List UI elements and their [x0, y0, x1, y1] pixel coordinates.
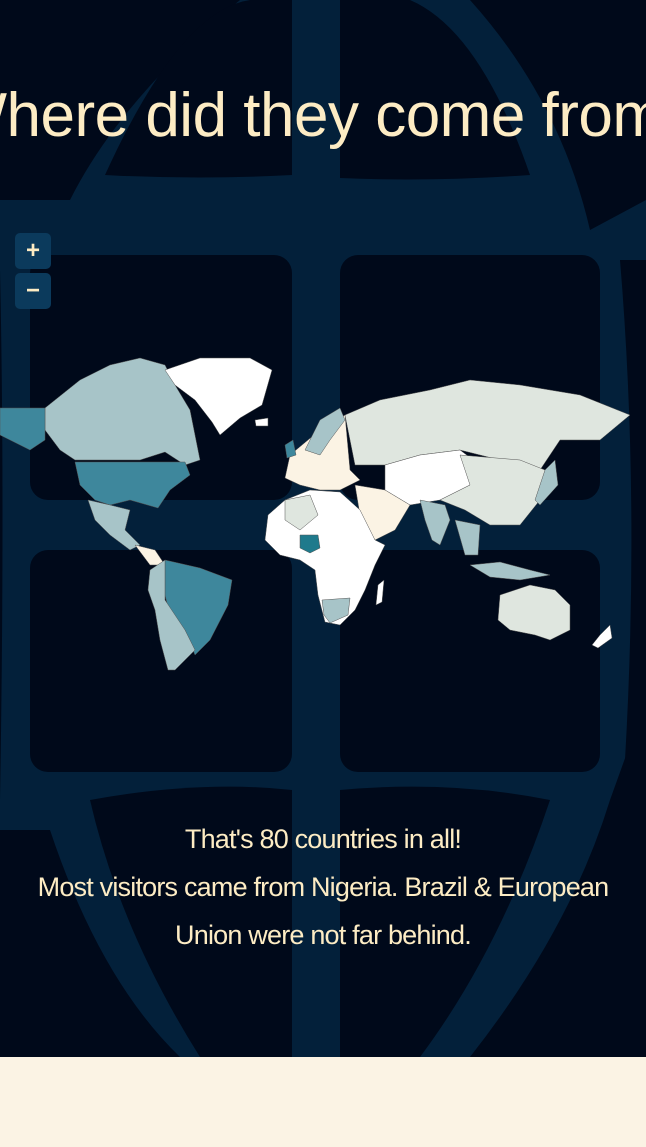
world-map[interactable] — [0, 340, 646, 680]
country-alaska[interactable] — [0, 407, 46, 451]
zoom-out-button[interactable]: − — [15, 273, 51, 309]
country-madagascar[interactable] — [375, 579, 385, 606]
country-greenland[interactable] — [164, 357, 273, 436]
country-russia[interactable] — [344, 379, 631, 471]
country-south-africa[interactable] — [321, 597, 351, 624]
countries-count-text: That's 80 countries in all! — [184, 824, 462, 854]
summary-text-line-2: Union were not far behind. — [175, 920, 472, 950]
country-indonesia[interactable] — [469, 561, 551, 581]
country-nigeria[interactable] — [299, 534, 321, 554]
hero-section: Where did they come from? + − — [0, 0, 646, 1057]
country-china[interactable] — [439, 454, 546, 526]
country-central-america[interactable] — [134, 544, 166, 566]
country-canada[interactable] — [44, 357, 201, 466]
page-title: Where did they come from? — [0, 81, 646, 150]
country-greenland-iceland[interactable] — [254, 417, 269, 427]
footer-section — [0, 1057, 646, 1147]
zoom-in-button[interactable]: + — [15, 233, 51, 269]
country-japan[interactable] — [534, 459, 559, 506]
country-united-states[interactable] — [74, 461, 191, 509]
country-united-kingdom[interactable] — [284, 439, 297, 459]
country-southeast-asia[interactable] — [454, 519, 481, 556]
country-new-zealand[interactable] — [591, 624, 613, 649]
summary-text-line-1: Most visitors came from Nigeria. Brazil … — [37, 872, 610, 902]
country-australia[interactable] — [497, 584, 571, 641]
country-south-america-west[interactable] — [147, 559, 196, 671]
country-mexico[interactable] — [87, 499, 141, 551]
country-scandinavia[interactable] — [304, 407, 346, 456]
country-india[interactable] — [419, 499, 451, 546]
country-north-africa[interactable] — [284, 494, 319, 531]
